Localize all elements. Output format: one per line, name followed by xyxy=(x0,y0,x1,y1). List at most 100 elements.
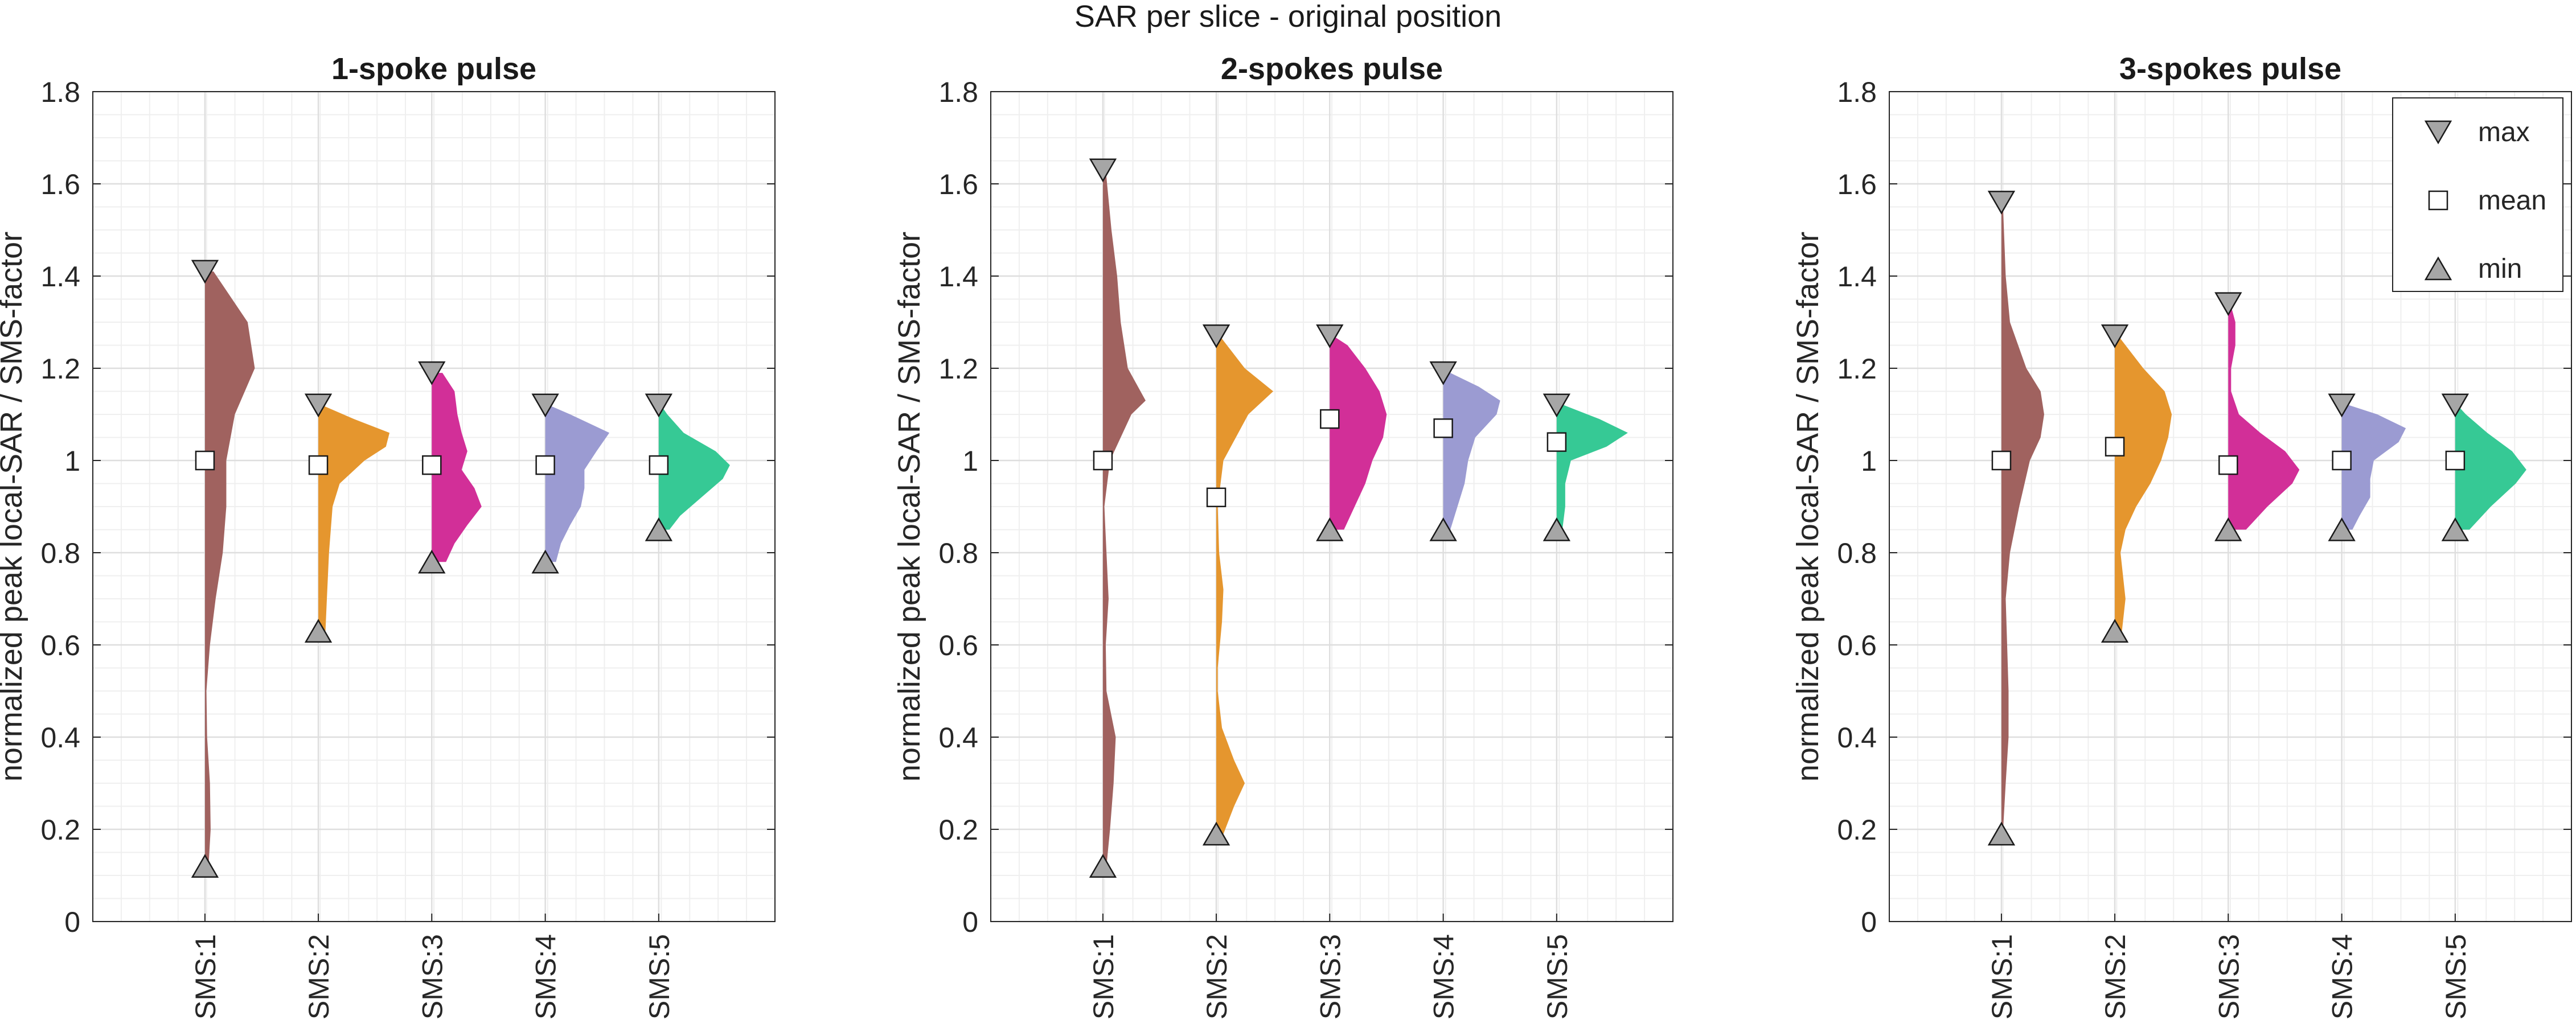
y-tick-label: 1.6 xyxy=(938,168,978,200)
y-tick-label: 0.2 xyxy=(938,814,978,846)
legend-label-max: max xyxy=(2478,117,2530,147)
panel-title: 2-spokes pulse xyxy=(1221,52,1443,86)
x-tick-label: SMS:3 xyxy=(416,934,448,1019)
y-tick-label: 1.6 xyxy=(40,168,80,200)
min-marker xyxy=(1543,517,1571,541)
y-axis-label: normalized peak local-SAR / SMS-factor xyxy=(1791,232,1825,782)
min-marker xyxy=(191,854,219,878)
legend-label-min: min xyxy=(2478,254,2522,284)
x-tick-label: SMS:4 xyxy=(2327,934,2358,1019)
y-tick-label: 1.8 xyxy=(938,76,978,108)
min-marker xyxy=(2101,619,2129,643)
x-tick-label: SMS:5 xyxy=(643,934,675,1019)
max-marker xyxy=(2441,393,2470,418)
violin-SMS-5 xyxy=(2455,405,2526,530)
y-tick-label: 1.2 xyxy=(1837,353,1877,385)
max-marker xyxy=(2328,393,2356,418)
violin-SMS-5 xyxy=(1556,405,1628,530)
x-tick-label: SMS:1 xyxy=(1088,934,1119,1019)
violin-SMS-4 xyxy=(1443,373,1500,530)
violin-SMS-3 xyxy=(1330,336,1387,530)
y-tick-label: 1.2 xyxy=(938,353,978,385)
y-tick-label: 0.8 xyxy=(40,537,80,569)
y-tick-label: 0.6 xyxy=(938,630,978,661)
mean-marker xyxy=(649,455,669,475)
panel-1: 0 0.2 0.4 0.6 0.8 1 1.2 1.4 1.6 1.8 normalized pea… xyxy=(0,52,776,1019)
y-tick-label: 1.6 xyxy=(1837,168,1877,200)
panel-title: 3-spokes pulse xyxy=(2119,52,2341,86)
mean-marker xyxy=(1206,487,1227,508)
x-tick-label: SMS:5 xyxy=(1541,934,1573,1019)
max-marker xyxy=(1089,158,1117,183)
min-marker xyxy=(531,549,559,574)
x-tick-label: SMS:4 xyxy=(530,934,562,1019)
max-marker xyxy=(531,393,559,418)
x-tick-label: SMS:2 xyxy=(2099,934,2131,1019)
violin-SMS-3 xyxy=(432,373,482,562)
y-tick-label: 0 xyxy=(1861,906,1877,938)
violin-SMS-1 xyxy=(2001,202,2044,834)
max-marker xyxy=(1316,324,1344,348)
x-tick-label: SMS:4 xyxy=(1428,934,1460,1019)
legend-box xyxy=(2392,97,2563,292)
y-tick-label: 0.2 xyxy=(40,814,80,846)
legend-mean-marker xyxy=(2428,190,2448,211)
mean-marker xyxy=(2445,450,2466,471)
y-tick-label: 0.6 xyxy=(1837,630,1877,661)
legend-min-marker xyxy=(2424,256,2452,281)
mean-marker xyxy=(1991,450,2012,471)
axes-box xyxy=(990,91,1673,922)
mean-marker xyxy=(2218,455,2238,475)
y-tick-label: 0 xyxy=(64,906,80,938)
y-tick-label: 0.8 xyxy=(1837,537,1877,569)
violin-SMS-2 xyxy=(1216,336,1274,834)
y-tick-label: 1.4 xyxy=(40,261,80,293)
violin-SMS-3 xyxy=(2228,303,2300,530)
y-tick-label: 1.8 xyxy=(40,76,80,108)
mean-marker xyxy=(1433,418,1453,438)
min-marker xyxy=(418,549,446,574)
mean-marker xyxy=(1320,409,1340,429)
max-marker xyxy=(1429,361,1457,385)
violin-SMS-4 xyxy=(545,405,610,562)
legend-label-mean: mean xyxy=(2478,186,2546,216)
min-marker xyxy=(1089,854,1117,878)
min-marker xyxy=(2214,517,2242,541)
x-tick-label: SMS:2 xyxy=(1201,934,1233,1019)
y-tick-label: 0.2 xyxy=(1837,814,1877,846)
min-marker xyxy=(1316,517,1344,541)
mean-marker xyxy=(308,455,329,475)
max-marker xyxy=(304,393,333,418)
y-tick-label: 1 xyxy=(962,445,978,477)
y-tick-label: 0.8 xyxy=(938,537,978,569)
y-tick-label: 1 xyxy=(1861,445,1877,477)
y-tick-label: 1.4 xyxy=(938,261,978,293)
violin-SMS-2 xyxy=(318,405,390,631)
y-tick-label: 1.2 xyxy=(40,353,80,385)
mean-marker xyxy=(2105,437,2125,457)
min-marker xyxy=(1987,821,2016,846)
min-marker xyxy=(304,619,333,643)
mean-marker xyxy=(535,455,555,475)
y-tick-label: 0.6 xyxy=(40,630,80,661)
max-marker xyxy=(191,260,219,284)
y-tick-label: 1 xyxy=(64,445,80,477)
legend-max-marker xyxy=(2424,120,2452,145)
y-axis-label: normalized peak local-SAR / SMS-factor xyxy=(0,232,28,782)
min-marker xyxy=(1429,517,1457,541)
max-marker xyxy=(2101,324,2129,348)
max-marker xyxy=(418,361,446,385)
mean-marker xyxy=(1547,432,1567,452)
axes-box xyxy=(92,91,776,922)
legend: max mean min xyxy=(2392,97,2563,292)
mean-marker xyxy=(2332,450,2352,471)
x-tick-label: SMS:1 xyxy=(190,934,221,1019)
max-marker xyxy=(1987,191,2016,215)
panel-title: 1-spoke pulse xyxy=(331,52,536,86)
y-axis-label: normalized peak local-SAR / SMS-factor xyxy=(892,232,926,782)
y-tick-label: 1.8 xyxy=(1837,76,1877,108)
max-marker xyxy=(1543,393,1571,418)
violin-SMS-2 xyxy=(2115,336,2172,631)
